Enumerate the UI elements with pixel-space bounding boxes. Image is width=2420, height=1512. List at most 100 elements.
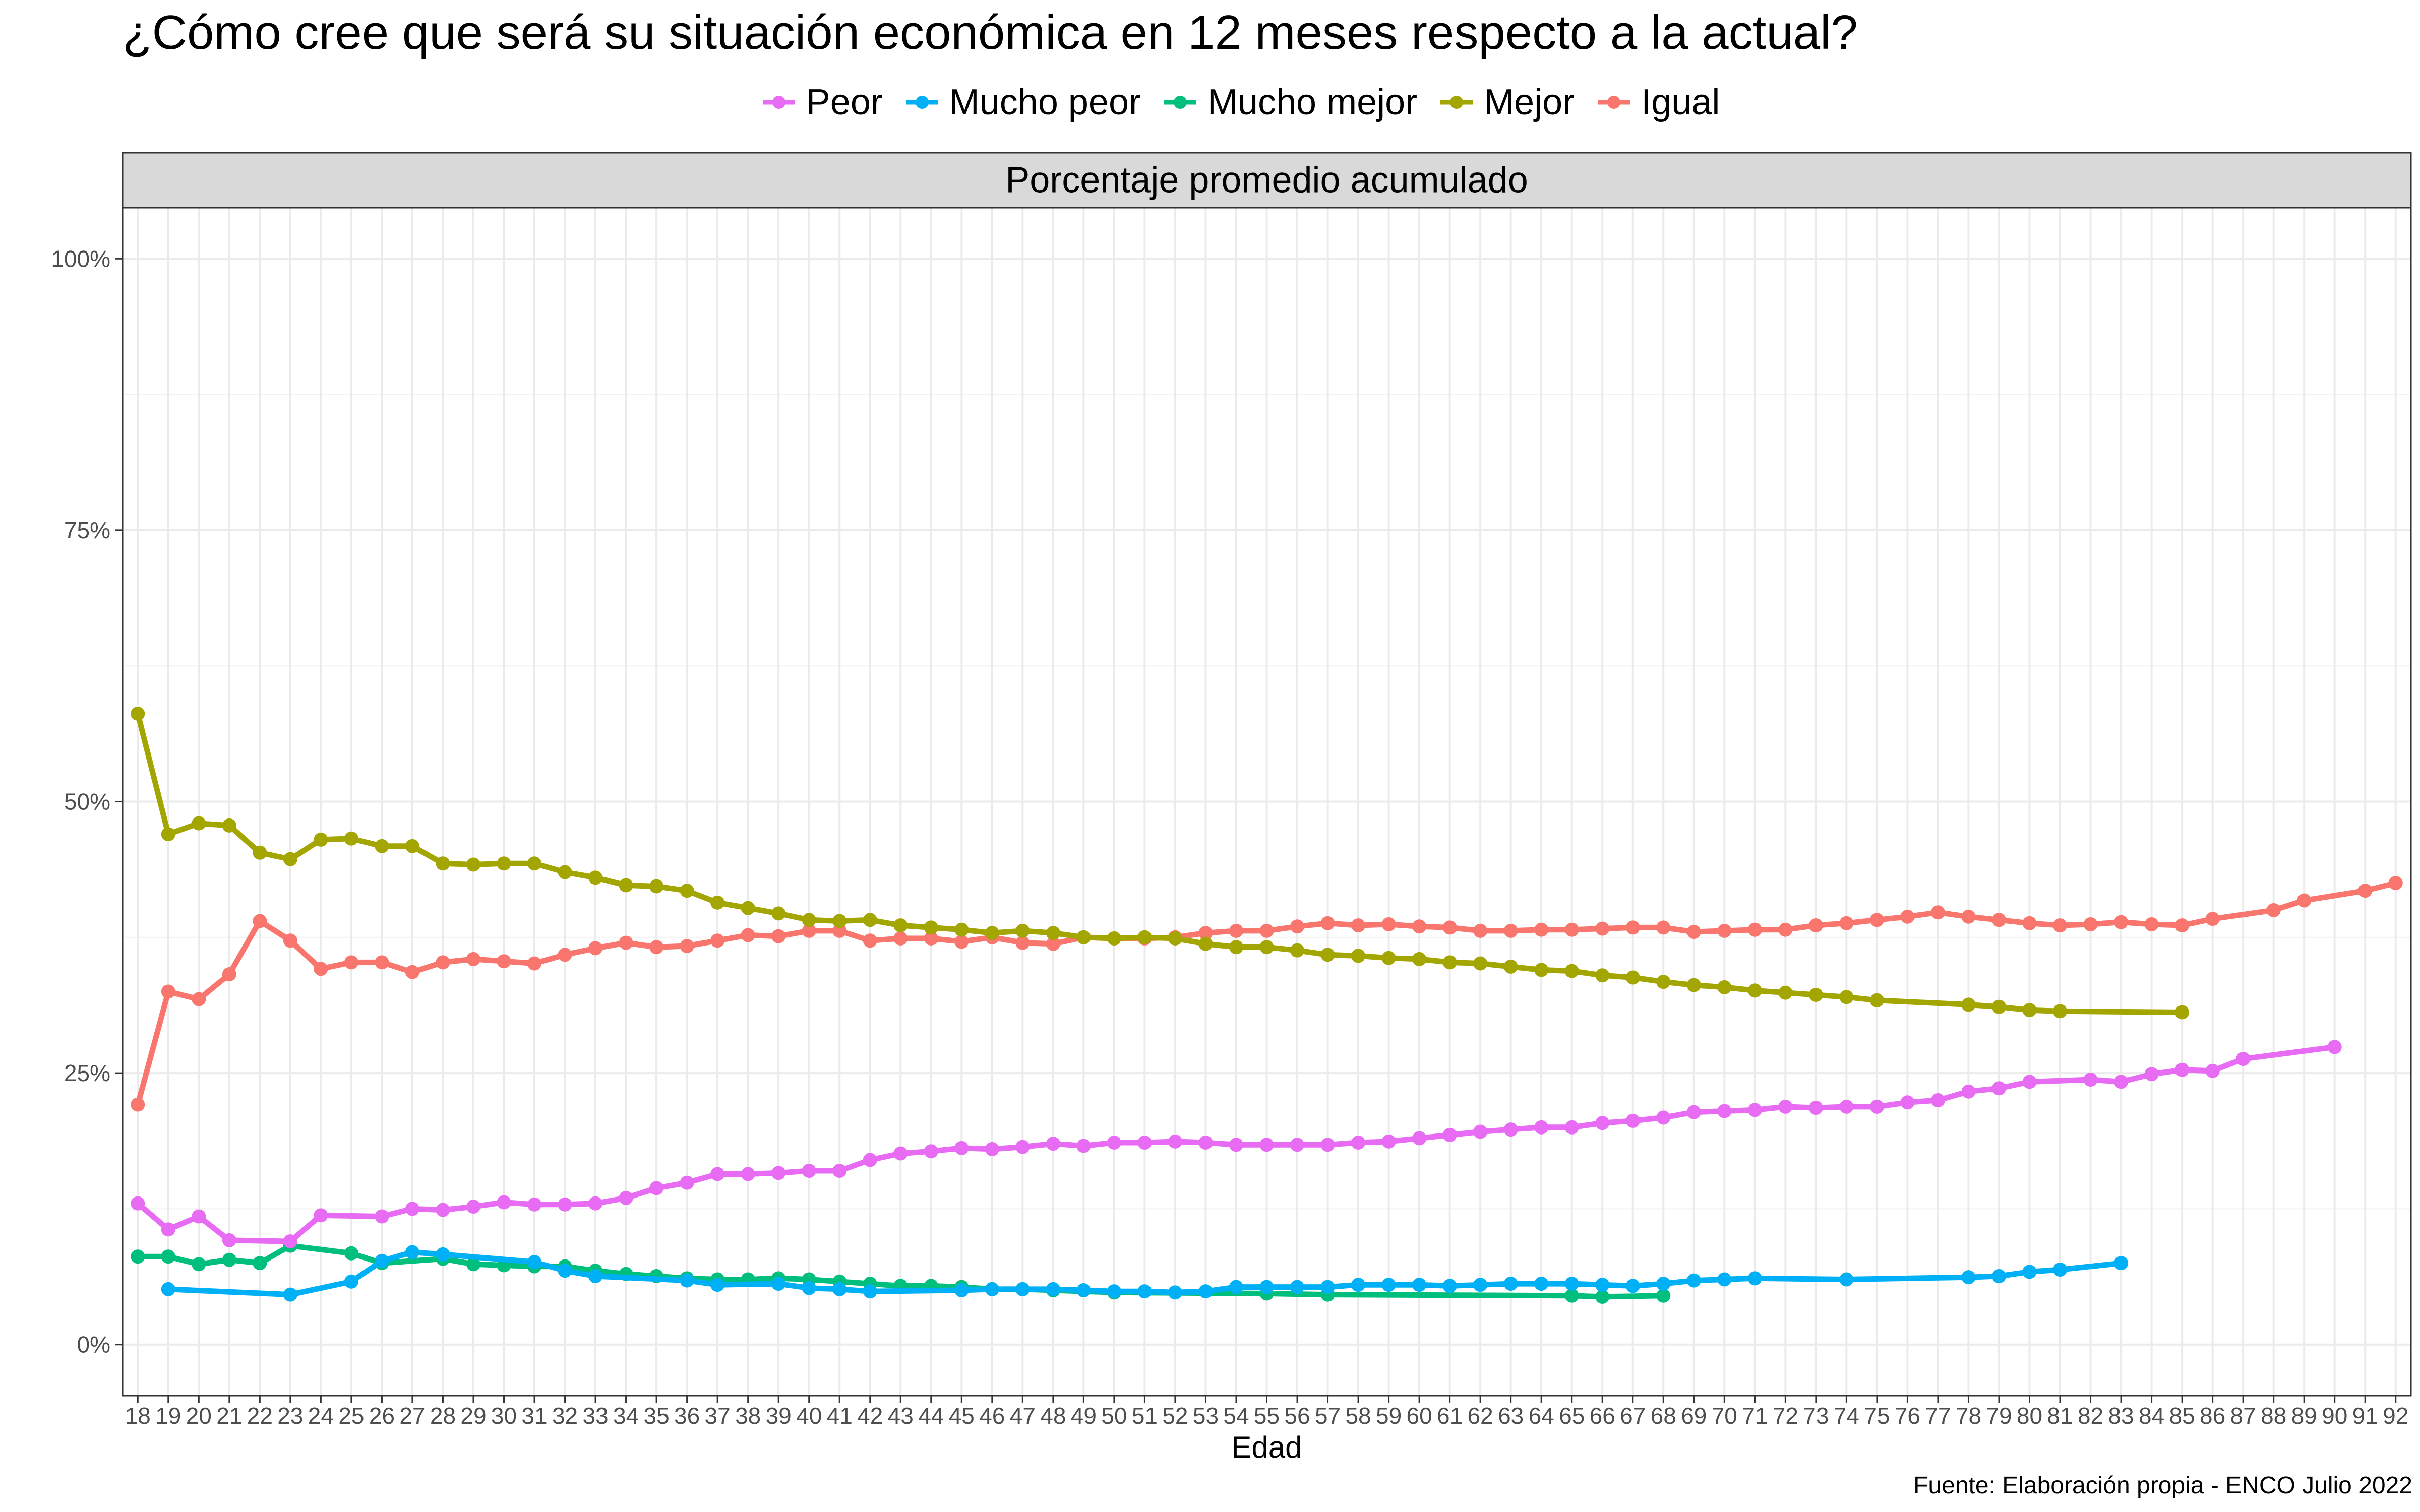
data-point-igual [924, 931, 938, 946]
x-tick-label: 20 [186, 1403, 212, 1429]
data-point-mejor [1564, 964, 1579, 978]
data-point-mejor [1839, 990, 1854, 1004]
data-point-mucho-peor [1168, 1285, 1182, 1300]
data-point-igual [558, 948, 572, 962]
data-point-peor [2175, 1062, 2190, 1077]
x-tick-label: 19 [155, 1403, 181, 1429]
facet-strip: Porcentaje promedio acumulado [122, 152, 2412, 209]
data-point-igual [771, 929, 786, 943]
data-point-peor [588, 1196, 603, 1211]
data-point-igual [2022, 916, 2037, 930]
data-point-peor [283, 1234, 297, 1249]
y-tick-label: 50% [64, 789, 110, 815]
x-tick-label: 63 [1498, 1403, 1524, 1429]
data-point-mucho-peor [161, 1282, 175, 1296]
x-tick-label: 41 [827, 1403, 853, 1429]
data-point-igual [1595, 921, 1610, 936]
data-point-mucho-peor [1076, 1283, 1091, 1298]
data-point-mucho-mejor [253, 1256, 267, 1271]
data-point-mejor [619, 878, 633, 893]
legend-label-mucho-mejor: Mucho mejor [1207, 82, 1418, 122]
data-point-mejor [1259, 940, 1274, 955]
data-point-igual [1259, 923, 1274, 938]
data-point-mucho-peor [375, 1253, 389, 1268]
x-tick-label: 21 [216, 1403, 242, 1429]
x-tick-label: 38 [735, 1403, 761, 1429]
data-point-mejor [649, 879, 664, 894]
data-point-mejor [1198, 936, 1213, 951]
data-point-mejor [1351, 949, 1366, 963]
x-tick-label: 54 [1223, 1403, 1249, 1429]
data-point-igual [1534, 922, 1549, 937]
data-point-igual [497, 954, 511, 969]
data-point-mejor [1320, 948, 1335, 962]
data-point-peor [161, 1222, 175, 1237]
data-point-peor [1076, 1139, 1091, 1153]
data-point-peor [832, 1164, 847, 1178]
x-tick-label: 75 [1864, 1403, 1890, 1429]
data-point-peor [1412, 1131, 1427, 1146]
data-point-igual [1991, 913, 2006, 927]
data-point-igual [2297, 893, 2312, 908]
data-point-igual [222, 967, 236, 982]
data-point-mucho-peor [2022, 1265, 2037, 1279]
x-tick-label: 58 [1345, 1403, 1371, 1429]
data-point-peor [1839, 1099, 1854, 1114]
data-point-igual [2053, 918, 2068, 933]
x-tick-label: 36 [674, 1403, 700, 1429]
data-point-peor [741, 1167, 755, 1181]
data-point-peor [1198, 1136, 1213, 1150]
data-point-mucho-peor [1991, 1269, 2006, 1284]
data-point-igual [283, 933, 297, 948]
data-point-mejor [314, 832, 328, 847]
data-point-mejor [741, 901, 755, 915]
data-point-peor [1869, 1099, 1884, 1114]
data-point-peor [314, 1208, 328, 1223]
data-point-peor [1808, 1101, 1823, 1115]
data-point-igual [2266, 903, 2281, 917]
data-point-mejor [863, 913, 877, 927]
x-tick-label: 80 [2017, 1403, 2042, 1429]
data-point-peor [1168, 1134, 1182, 1149]
data-point-igual [1503, 923, 1518, 938]
data-point-igual [405, 965, 419, 979]
legend-key-peor [762, 96, 795, 109]
data-point-peor [1107, 1136, 1121, 1150]
data-point-mucho-peor [344, 1274, 358, 1289]
data-point-mucho-peor [283, 1287, 297, 1302]
data-point-igual [2205, 912, 2220, 926]
data-point-mucho-mejor [344, 1246, 358, 1261]
data-point-igual [344, 955, 358, 970]
x-tick-label: 76 [1895, 1403, 1920, 1429]
data-point-igual [466, 952, 480, 966]
data-point-mejor [192, 816, 206, 831]
x-tick-label: 68 [1651, 1403, 1676, 1429]
data-point-peor [466, 1200, 480, 1214]
data-point-peor [1778, 1099, 1793, 1114]
data-point-mejor [283, 852, 297, 866]
data-point-peor [924, 1144, 938, 1159]
x-tick-label: 88 [2261, 1403, 2286, 1429]
data-point-mejor [1473, 956, 1488, 971]
data-point-mucho-peor [1473, 1278, 1488, 1292]
x-tick-label: 91 [2352, 1403, 2378, 1429]
data-point-mejor [832, 914, 847, 928]
data-point-mejor [710, 895, 725, 910]
data-point-peor [1595, 1116, 1610, 1130]
data-point-mejor [1656, 975, 1671, 989]
x-tick-label: 65 [1559, 1403, 1585, 1429]
data-point-peor [1534, 1120, 1549, 1135]
data-point-mejor [558, 865, 572, 879]
data-point-mucho-mejor [1564, 1288, 1579, 1303]
data-point-igual [680, 939, 694, 954]
data-point-peor [1381, 1134, 1396, 1149]
x-axis-title: Edad [1231, 1430, 1302, 1464]
data-point-igual [375, 955, 389, 970]
x-tick-label: 45 [949, 1403, 975, 1429]
x-tick-label: 39 [766, 1403, 792, 1429]
x-tick-label: 74 [1834, 1403, 1859, 1429]
data-point-mejor [2053, 1004, 2068, 1019]
legend-key-mucho-peor [905, 96, 938, 109]
x-tick-label: 85 [2169, 1403, 2195, 1429]
x-tick-label: 23 [277, 1403, 303, 1429]
